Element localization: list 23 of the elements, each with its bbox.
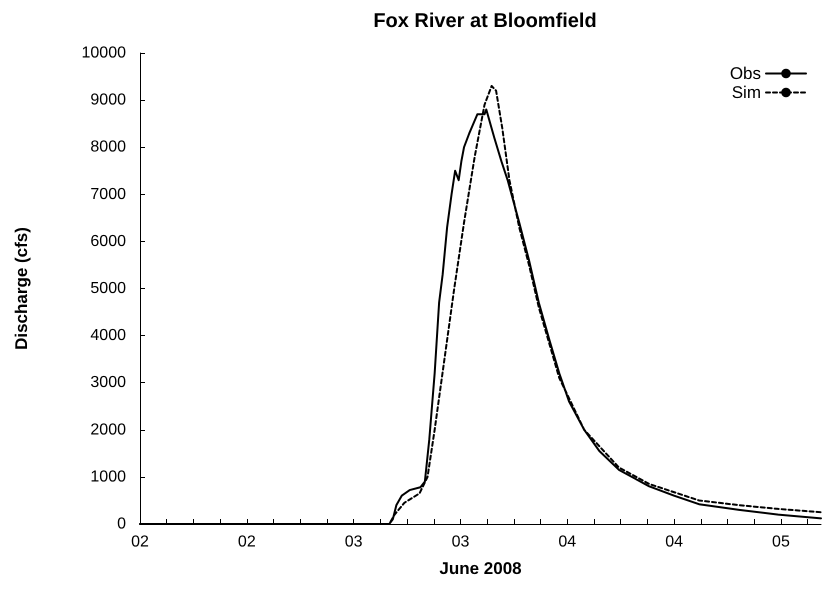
x-tick-label: 03 — [452, 534, 470, 550]
y-tick-label: 0 — [117, 516, 126, 532]
y-tick-label: 6000 — [90, 232, 126, 250]
x-tick-label: 05 — [772, 534, 790, 550]
x-tick-label: 03 — [344, 534, 363, 550]
y-tick-label: 4000 — [90, 327, 126, 344]
x-tick-label: 04 — [665, 534, 684, 550]
y-tick-label: 2000 — [90, 421, 126, 438]
y-tick-label: 5000 — [90, 280, 126, 297]
y-tick-label: 8000 — [90, 138, 126, 156]
x-tick-label: 04 — [558, 534, 576, 550]
y-axis-title: Discharge (cfs) — [12, 227, 31, 350]
x-tick-label: 02 — [131, 534, 149, 550]
y-tick-label: 3000 — [90, 374, 126, 392]
chart-title: Fox River at Bloomfield — [373, 10, 597, 32]
x-tick-label: 02 — [238, 534, 256, 550]
y-tick-label: 9000 — [90, 92, 126, 109]
y-tick-label: 7000 — [90, 186, 126, 203]
y-tick-label: 1000 — [90, 468, 126, 486]
legend-label: Obs — [730, 64, 761, 83]
x-axis-title: June 2008 — [439, 559, 522, 578]
y-tick-label: 10000 — [82, 44, 126, 62]
legend-label: Sim — [732, 83, 761, 102]
